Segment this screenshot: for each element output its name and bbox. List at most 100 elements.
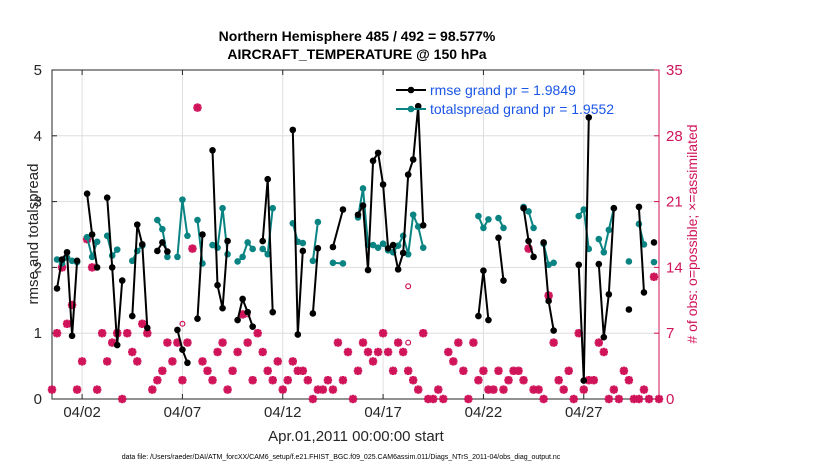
data-point <box>83 233 91 241</box>
obs-assimilated-marker <box>398 347 408 357</box>
obs-assimilated-marker <box>634 394 644 404</box>
obs-assimilated-marker <box>539 394 548 404</box>
data-point <box>154 247 161 255</box>
obs-assimilated-marker <box>223 385 232 394</box>
data-point <box>595 260 603 268</box>
obs-marker-stroke <box>454 338 463 347</box>
obs-marker-stroke <box>193 103 202 112</box>
data-point <box>244 308 251 316</box>
right-y-tick-label: 35 <box>666 62 683 79</box>
grid <box>52 70 659 399</box>
data-point <box>88 231 96 238</box>
data-point <box>550 259 557 267</box>
data-point <box>545 297 552 305</box>
data-point <box>133 221 141 228</box>
obs-assimilated-marker <box>163 338 172 347</box>
data-point <box>314 245 322 252</box>
data-point <box>309 310 317 317</box>
data-point <box>585 114 593 121</box>
obs-assimilated-marker <box>343 347 353 357</box>
obs-marker-stroke <box>243 338 252 347</box>
obs-assimilated-marker <box>268 376 277 385</box>
obs-marker-stroke <box>258 347 267 357</box>
data-point <box>475 212 482 220</box>
data-point <box>409 156 417 163</box>
obs-marker-stroke <box>78 357 87 366</box>
data-point <box>83 190 91 198</box>
data-point <box>174 326 181 334</box>
data-point <box>374 244 382 251</box>
obs-marker-stroke <box>359 338 368 347</box>
obs-marker-stroke <box>268 376 277 385</box>
obs-assimilated-marker <box>378 329 388 338</box>
data-point <box>379 240 387 248</box>
data-point <box>625 306 633 313</box>
legend-marker-totalspread <box>407 105 415 113</box>
right-y-tick-label: 7 <box>666 325 674 342</box>
series-line-segment <box>311 221 319 261</box>
data-point <box>374 149 382 157</box>
obs-marker-stroke <box>153 376 162 385</box>
obs-marker-stroke <box>183 338 192 347</box>
obs-possible-marker <box>405 339 412 346</box>
data-point <box>249 245 256 253</box>
obs-assimilated-marker <box>253 329 262 338</box>
right-y-tick-label: 0 <box>666 391 674 408</box>
data-point <box>650 239 658 246</box>
data-point <box>580 206 588 213</box>
obs-assimilated-marker <box>549 338 558 347</box>
obs-marker-stroke <box>323 376 332 385</box>
obs-marker-stroke <box>414 385 423 394</box>
obs-assimilated-marker <box>248 376 257 385</box>
obs-marker-stroke <box>198 357 207 366</box>
data-point <box>354 211 362 219</box>
data-point <box>103 194 111 201</box>
data-point <box>379 181 387 188</box>
obs-marker-stroke <box>374 347 383 357</box>
obs-assimilated-marker <box>569 394 578 404</box>
y-axis-label: rmse and totalspread <box>25 164 42 305</box>
data-point <box>575 261 583 269</box>
x-tick-label: 04/17 <box>364 404 402 421</box>
obs-marker-stroke <box>353 366 363 375</box>
obs-assimilated-marker <box>203 366 212 375</box>
data-point <box>289 126 297 134</box>
obs-assimilated-marker <box>469 338 478 347</box>
data-point <box>294 331 302 338</box>
obs-assimilated-marker <box>273 357 282 366</box>
data-point <box>244 239 251 246</box>
data-point <box>249 323 256 330</box>
obs-assimilated-marker <box>338 376 348 385</box>
data-point <box>309 257 317 265</box>
obs-assimilated-marker <box>358 338 368 347</box>
obs-marker-stroke <box>128 347 137 357</box>
obs-assimilated-marker <box>614 394 624 404</box>
data-point <box>259 245 266 253</box>
data-point <box>369 157 377 165</box>
obs-marker-stroke <box>519 376 528 385</box>
obs-assimilated-marker <box>449 357 458 366</box>
data-point <box>73 257 81 265</box>
obs-marker-stroke <box>429 394 438 404</box>
x-tick-label: 04/22 <box>465 404 503 421</box>
obs-marker-stroke <box>333 338 342 347</box>
obs-marker-stroke <box>474 376 483 385</box>
data-point <box>595 235 603 243</box>
data-point <box>164 248 171 255</box>
obs-assimilated-marker <box>158 366 167 375</box>
obs-assimilated-marker <box>414 385 423 394</box>
series-rmse <box>53 102 658 384</box>
obs-assimilated-marker <box>599 347 609 357</box>
obs-assimilated-marker <box>474 376 483 385</box>
obs-marker-stroke <box>549 338 558 347</box>
obs-marker-stroke <box>579 385 588 394</box>
data-point <box>234 316 241 324</box>
series-line-segment <box>131 223 149 328</box>
data-point <box>485 316 492 324</box>
data-point <box>625 258 633 265</box>
data-point <box>540 239 547 246</box>
data-point <box>88 253 96 261</box>
obs-marker-stroke <box>218 338 227 347</box>
data-point <box>214 281 221 289</box>
